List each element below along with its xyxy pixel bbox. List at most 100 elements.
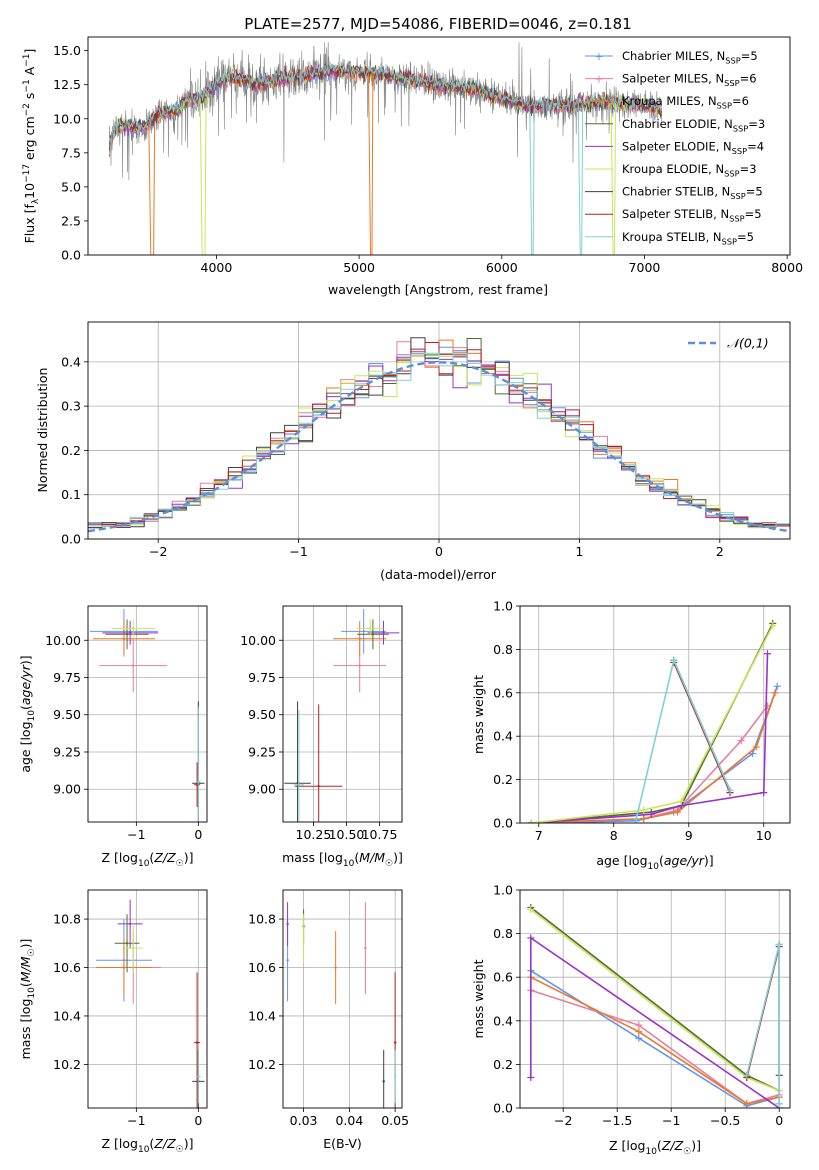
label-part: mass [log bbox=[18, 999, 33, 1060]
residual-histogram-6 bbox=[88, 337, 790, 529]
y-tick-label: 0.6 bbox=[493, 685, 513, 700]
data-point-7 bbox=[317, 785, 320, 788]
weight-marker-4 bbox=[527, 934, 535, 942]
legend: + Chabrier MILES, NSSP=5+ Salpeter MILES, … bbox=[585, 49, 765, 246]
label-part: erg cm bbox=[22, 116, 37, 164]
label-part: 10 bbox=[138, 859, 150, 869]
weight-marker-8 bbox=[726, 786, 734, 794]
weight-line-7 bbox=[673, 662, 731, 793]
label-part: Z/Z bbox=[661, 1138, 684, 1153]
legend-entry-6: Chabrier STELIB, NSSP=5 bbox=[622, 185, 763, 201]
label-part: ☉ bbox=[176, 1145, 184, 1155]
x-tick-label: 7000 bbox=[629, 260, 661, 275]
label-part: =5 bbox=[746, 185, 763, 199]
data-point-3 bbox=[125, 942, 129, 945]
label-part: )] bbox=[704, 853, 714, 868]
panel-spectrum: 4000 5000 6000 7000 8000 0.0 2.5 5.0 7.5 10.0 12.5… bbox=[22, 36, 803, 297]
y-tick-label: 0.0 bbox=[493, 1101, 513, 1116]
y-tick-label: 1.0 bbox=[493, 883, 513, 898]
label-part: 10 bbox=[22, 183, 37, 199]
y-axis-label: Flux [fλ10−17 erg cm−2 s−1 A−1] bbox=[22, 49, 41, 244]
weight-marker-8 bbox=[775, 941, 783, 948]
y-tick-label: 9.50 bbox=[248, 707, 276, 722]
data-point-7 bbox=[195, 1041, 199, 1044]
label-part: 10 bbox=[648, 862, 660, 872]
x-axis-label: Z [log10(Z/Z☉)] bbox=[609, 1138, 701, 1157]
y-tick-label: 0.8 bbox=[493, 642, 513, 657]
plot-area bbox=[96, 899, 205, 1108]
label-part: Salpeter ELODIE, N bbox=[622, 139, 732, 153]
label-part: ☉ bbox=[385, 859, 393, 869]
legend-entry-2: Kroupa MILES, NSSP=6 bbox=[622, 94, 749, 110]
panel-mass_vs_Z: −1 010.210.410.610.8Z [log10(Z/Z☉)]mass [… bbox=[18, 889, 208, 1155]
y-tick-label: 0.4 bbox=[61, 354, 81, 369]
plot-area bbox=[527, 903, 783, 1108]
model-gap-line bbox=[610, 103, 616, 255]
legend-entry-8: Kroupa STELIB, NSSP=5 bbox=[622, 230, 754, 246]
legend-marker: + bbox=[594, 73, 603, 86]
legend-entry-5: Kroupa ELODIE, NSSP=3 bbox=[622, 162, 757, 178]
y-tick-label: 10.0 bbox=[53, 111, 81, 126]
label-part: Chabrier STELIB, N bbox=[622, 185, 730, 199]
data-point-5 bbox=[132, 627, 135, 630]
weight-marker-5 bbox=[527, 906, 535, 914]
model-line-8 bbox=[109, 62, 663, 146]
plot-area bbox=[88, 337, 790, 533]
data-point-4 bbox=[286, 922, 289, 926]
y-tick-label: 10.8 bbox=[248, 912, 276, 927]
label-part: ( bbox=[659, 853, 664, 868]
label-part: =6 bbox=[740, 72, 757, 86]
panel-mass_vs_ebv: 0.03 0.04 0.05 10.2 10.4 10.6 10.8 E(B-V) bbox=[248, 889, 409, 1151]
data-point-3 bbox=[371, 633, 375, 636]
x-tick-label: −1 bbox=[127, 827, 145, 842]
x-tick-label: −1 bbox=[662, 1113, 680, 1128]
x-tick-label: 1 bbox=[575, 544, 583, 559]
y-axis-label: mass [log10(M/M☉)] bbox=[18, 939, 37, 1060]
residual-histogram-3 bbox=[88, 338, 790, 529]
data-point-1 bbox=[364, 946, 367, 950]
axes-frame: −2 −1.5 −1 −0.5 0 0.0 0.2 0.4 0.6 0.8 1.0 Z [log10(… bbox=[471, 883, 791, 1157]
weight-marker-8 bbox=[670, 656, 678, 664]
data-point-4 bbox=[128, 631, 132, 635]
label-part: 10 bbox=[343, 859, 355, 869]
legend-entry-0: Chabrier MILES, NSSP=5 bbox=[622, 49, 758, 65]
weight-marker-0 bbox=[773, 682, 781, 690]
data-point-8 bbox=[297, 783, 301, 786]
y-tick-label: 10.00 bbox=[45, 633, 81, 648]
label-part: ☉ bbox=[683, 1147, 691, 1157]
model-gap-line bbox=[148, 121, 156, 255]
y-tick-label: 0.0 bbox=[61, 248, 81, 263]
plot-area bbox=[527, 619, 781, 823]
weight-marker-2 bbox=[743, 1100, 751, 1108]
weight-marker-4 bbox=[647, 810, 655, 818]
y-tick-label: 10.8 bbox=[53, 912, 81, 927]
x-axis-label: Z [log10(Z/Z☉)] bbox=[102, 850, 194, 869]
label-part: E(B-V) bbox=[323, 1136, 362, 1151]
x-tick-label: 0 bbox=[435, 544, 443, 559]
label-part: SSP bbox=[724, 78, 739, 88]
label-part: s bbox=[22, 93, 37, 104]
legend-entry-gaussian: 𝒩(0,1) bbox=[727, 336, 769, 351]
axes-border bbox=[282, 889, 403, 1109]
label-part: mass [log bbox=[282, 850, 343, 865]
y-tick-label: 9.50 bbox=[53, 707, 81, 722]
y-tick-label: 0.4 bbox=[493, 1013, 513, 1028]
x-tick-label: 5000 bbox=[343, 260, 375, 275]
axes-frame: 0.03 0.04 0.05 10.2 10.4 10.6 10.8 E(B-V) bbox=[248, 889, 409, 1151]
label-part: =5 bbox=[741, 49, 758, 63]
weight-marker-0 bbox=[635, 1034, 643, 1042]
x-tick-label: 0 bbox=[775, 1113, 783, 1128]
label-part: ( bbox=[354, 850, 359, 865]
y-tick-label: 0.2 bbox=[61, 443, 81, 458]
label-part: ] bbox=[22, 49, 37, 54]
label-part: M/M bbox=[359, 850, 385, 865]
axes-frame: −2 −1 0 1 2 0.0 0.1 0.2 0.3 0.4 𝒩(0,1) (data-model)… bbox=[35, 321, 791, 582]
model-gap-line bbox=[199, 98, 207, 255]
grid bbox=[88, 606, 207, 822]
label-part: Z [log bbox=[102, 850, 138, 865]
axes-border bbox=[519, 605, 791, 824]
axes-frame: 4000 5000 6000 7000 8000 0.0 2.5 5.0 7.5 10.0 12.5… bbox=[22, 36, 803, 297]
